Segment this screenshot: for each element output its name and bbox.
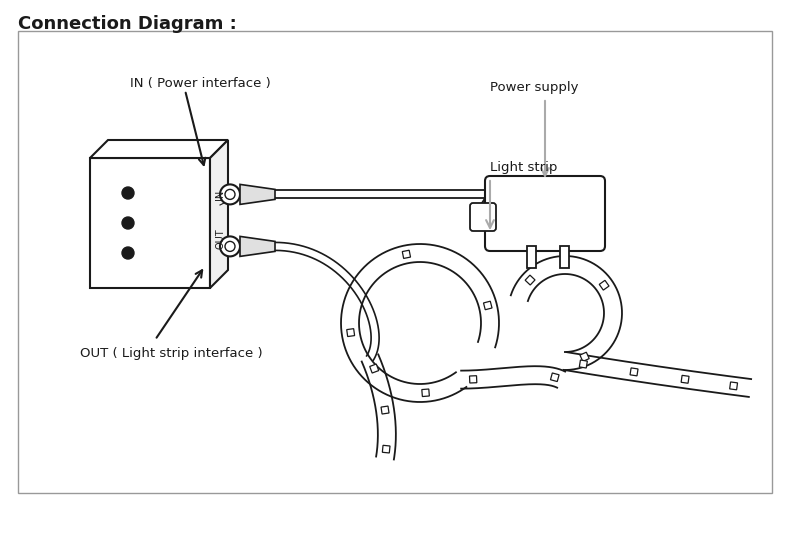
FancyBboxPatch shape [470,203,496,231]
Circle shape [122,217,134,229]
Bar [483,301,492,310]
Text: IN ( Power interface ): IN ( Power interface ) [130,76,271,89]
Bar [402,250,411,258]
Bar [469,376,477,383]
Bar [18,31,772,493]
Bar [527,246,536,268]
Bar [560,246,569,268]
Bar [381,406,389,414]
Polygon shape [240,184,275,204]
Bar [370,364,378,373]
Circle shape [225,242,235,252]
Bar [630,368,638,376]
Text: IN: IN [215,189,225,200]
Text: Light strip: Light strip [490,161,558,175]
Bar [382,445,390,453]
Circle shape [122,247,134,259]
Text: OUT ( Light strip interface ): OUT ( Light strip interface ) [80,347,262,359]
Text: OUT: OUT [215,228,225,249]
Bar [579,360,587,368]
Bar [90,158,210,288]
Text: Power supply: Power supply [490,81,578,94]
Bar [551,373,559,382]
Text: Connection Diagram :: Connection Diagram : [18,15,237,33]
Bar [580,352,589,362]
FancyBboxPatch shape [485,176,605,251]
Polygon shape [240,237,275,256]
Bar [422,389,429,397]
Bar [525,275,535,285]
Circle shape [225,189,235,199]
Bar [730,382,738,390]
Bar [600,280,609,290]
Bar [681,376,689,383]
Bar [347,329,355,336]
Circle shape [122,187,134,199]
Circle shape [220,184,240,204]
Circle shape [220,237,240,256]
Polygon shape [90,140,228,158]
Polygon shape [210,140,228,288]
